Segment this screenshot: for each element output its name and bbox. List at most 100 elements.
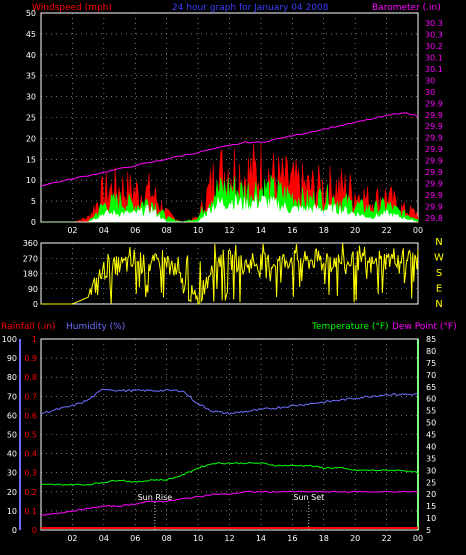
wind-axis-title: Windspeed (mph) bbox=[32, 3, 112, 13]
humidity-ytick-label: 20 bbox=[7, 488, 17, 497]
wind-ytick-label: 40 bbox=[26, 51, 36, 60]
humidity-xtick-label: 04 bbox=[99, 534, 109, 543]
rainfall-ytick-label: 0.4 bbox=[24, 450, 37, 459]
wind-xtick-label: 06 bbox=[130, 226, 140, 235]
humidity-temperature-panel: 010203040506070809010000.10.20.30.40.50.… bbox=[2, 335, 436, 543]
wind-xtick-label: 14 bbox=[256, 226, 266, 235]
humidity-ytick-label: 10 bbox=[7, 507, 17, 516]
chart-title: 24 hour graph for January 04 2008 bbox=[172, 3, 329, 13]
humidity-ytick-label: 90 bbox=[7, 354, 17, 363]
humidity-xtick-label: 00 bbox=[413, 534, 423, 543]
direction-ytick-label: 180 bbox=[23, 270, 38, 279]
temperature-ytick-label: 70 bbox=[426, 371, 436, 380]
humidity-xtick-label: 06 bbox=[130, 534, 140, 543]
sun-marker-label: Sun Rise bbox=[138, 493, 173, 502]
humidity-axis-title: Humidity (%) bbox=[66, 322, 125, 332]
temperature-ytick-label: 50 bbox=[426, 419, 436, 428]
humidity-xtick-label: 02 bbox=[67, 534, 77, 543]
compass-label: N bbox=[435, 237, 442, 248]
wind-ytick-label: 5 bbox=[31, 197, 36, 206]
temperature-ytick-label: 20 bbox=[426, 490, 436, 499]
humidity-ytick-label: 60 bbox=[7, 411, 17, 420]
wind-xtick-label: 00 bbox=[413, 226, 423, 235]
wind-xtick-label: 18 bbox=[319, 226, 329, 235]
temperature-ytick-label: 80 bbox=[426, 347, 436, 356]
barometer-ytick-label: 30.2 bbox=[425, 42, 443, 51]
barometer-ytick-label: 29.9 bbox=[425, 203, 443, 212]
humidity-line bbox=[40, 388, 419, 416]
wind-xtick-label: 10 bbox=[193, 226, 203, 235]
barometer-ytick-label: 29.9 bbox=[425, 134, 443, 143]
humidity-xtick-label: 20 bbox=[350, 534, 360, 543]
temperature-ytick-label: 40 bbox=[426, 442, 436, 451]
temperature-ytick-label: 65 bbox=[426, 383, 436, 392]
wind-ytick-label: 45 bbox=[26, 30, 36, 39]
rainfall-ytick-label: 0 bbox=[32, 526, 37, 535]
rainfall-ytick-label: 0.7 bbox=[24, 392, 37, 401]
direction-ytick-label: 90 bbox=[28, 285, 38, 294]
wind-ytick-label: 0 bbox=[31, 218, 36, 227]
humidity-xtick-label: 16 bbox=[287, 534, 297, 543]
barometer-ytick-label: 29.9 bbox=[425, 191, 443, 200]
rainfall-ytick-label: 1 bbox=[32, 335, 37, 344]
wind-ytick-label: 50 bbox=[26, 9, 36, 18]
temperature-ytick-label: 35 bbox=[426, 454, 436, 463]
wind-direction-trace bbox=[41, 243, 419, 305]
compass-label: N bbox=[435, 299, 442, 310]
rainfall-ytick-label: 0.1 bbox=[24, 507, 37, 516]
barometer-ytick-label: 30.3 bbox=[425, 30, 443, 39]
wind-ytick-label: 30 bbox=[26, 93, 36, 102]
dewpoint-line bbox=[40, 490, 419, 516]
wind-xtick-label: 02 bbox=[67, 226, 77, 235]
barometer-ytick-label: 29.9 bbox=[425, 145, 443, 154]
barometer-ytick-label: 29.9 bbox=[425, 180, 443, 189]
humidity-xtick-label: 08 bbox=[162, 534, 172, 543]
wind-xtick-label: 16 bbox=[287, 226, 297, 235]
humidity-xtick-label: 22 bbox=[381, 534, 391, 543]
wind-ytick-label: 10 bbox=[26, 176, 36, 185]
wind-xtick-label: 04 bbox=[99, 226, 109, 235]
rainfall-ytick-label: 0.9 bbox=[24, 354, 37, 363]
temperature-line bbox=[40, 461, 419, 486]
humidity-xtick-label: 18 bbox=[319, 534, 329, 543]
rainfall-axis-title: Rainfall (.in) bbox=[1, 322, 55, 332]
barometer-ytick-label: 29.8 bbox=[425, 214, 443, 223]
temperature-ytick-label: 15 bbox=[426, 502, 436, 511]
humidity-xtick-label: 12 bbox=[224, 534, 234, 543]
direction-ytick-label: 0 bbox=[33, 300, 38, 309]
compass-label: S bbox=[436, 268, 442, 279]
rainfall-ytick-label: 0.8 bbox=[24, 373, 37, 382]
temperature-ytick-label: 45 bbox=[426, 431, 436, 440]
barometer-ytick-label: 30 bbox=[425, 88, 435, 97]
wind-min-area bbox=[41, 194, 419, 223]
barometer-ytick-label: 30.3 bbox=[425, 19, 443, 28]
wind-ytick-label: 25 bbox=[26, 114, 36, 123]
temperature-ytick-label: 55 bbox=[426, 407, 436, 416]
compass-label: W bbox=[434, 253, 444, 264]
humidity-xtick-label: 14 bbox=[256, 534, 266, 543]
humidity-ytick-label: 80 bbox=[7, 373, 17, 382]
wind-ytick-label: 20 bbox=[26, 134, 36, 143]
sun-marker-label: Sun Set bbox=[293, 493, 324, 502]
wind-barometer-panel: 0 5 10 15 20 25 30 35 40 45 50 29.8 29.9 29.9 29.9 29.9… bbox=[26, 9, 443, 235]
barometer-ytick-label: 30.1 bbox=[425, 53, 443, 62]
barometer-axis-title: Barometer (.in) bbox=[372, 3, 441, 13]
wind-xtick-label: 22 bbox=[381, 226, 391, 235]
humidity-ytick-label: 50 bbox=[7, 431, 17, 440]
wind-xtick-label: 20 bbox=[350, 226, 360, 235]
temperature-ytick-label: 75 bbox=[426, 359, 436, 368]
barometer-line bbox=[40, 112, 419, 187]
direction-ytick-label: 270 bbox=[23, 254, 38, 263]
temperature-ytick-label: 5 bbox=[426, 526, 431, 535]
wind-avg-area bbox=[41, 175, 419, 223]
wind-xtick-label: 12 bbox=[224, 226, 234, 235]
wind-ytick-label: 35 bbox=[26, 72, 36, 81]
humidity-ytick-label: 100 bbox=[2, 335, 17, 344]
humidity-ytick-label: 70 bbox=[7, 392, 17, 401]
rainfall-ytick-label: 0.5 bbox=[24, 431, 37, 440]
rainfall-ytick-label: 0.2 bbox=[24, 488, 37, 497]
barometer-ytick-label: 29.9 bbox=[425, 168, 443, 177]
barometer-ytick-label: 29.9 bbox=[425, 99, 443, 108]
